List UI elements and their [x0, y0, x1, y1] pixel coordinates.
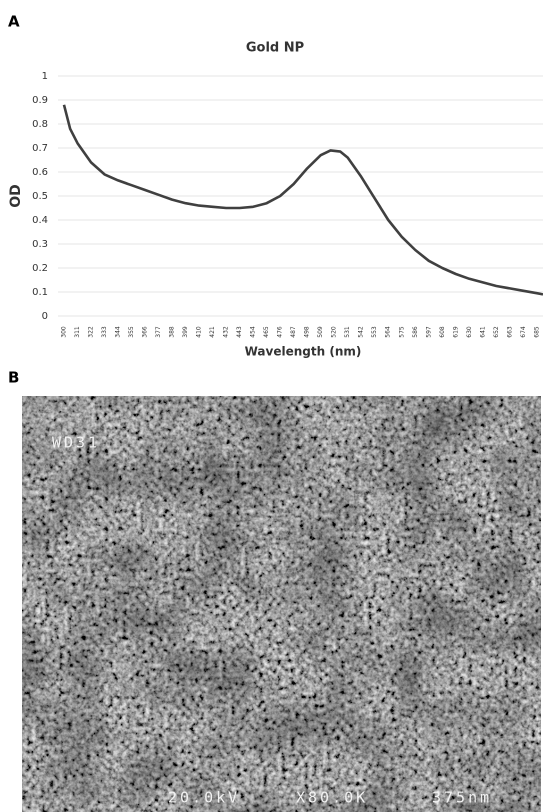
micrograph-label: WD31 — [52, 434, 100, 452]
x-tick-label: 564 — [385, 326, 392, 338]
x-tick-label: 520 — [331, 326, 338, 338]
x-tick-label: 608 — [439, 326, 446, 338]
micrograph-shading — [22, 396, 541, 812]
y-tick-label: 1 — [42, 71, 48, 82]
y-tick-label: 0.4 — [32, 215, 48, 226]
x-tick-label: 454 — [250, 326, 257, 338]
x-tick-label: 685 — [533, 326, 540, 338]
x-tick-label: 476 — [277, 326, 284, 338]
x-tick-label: 311 — [74, 326, 81, 338]
x-tick-label: 498 — [304, 326, 311, 338]
x-tick-label: 597 — [425, 326, 432, 338]
micrograph-scale: 375nm — [432, 789, 492, 807]
x-tick-label: 366 — [142, 326, 149, 338]
x-tick-label: 619 — [452, 326, 459, 338]
micrograph: WD31 20.0kV X80.0K 375nm — [22, 396, 541, 812]
x-tick-label: 553 — [371, 326, 378, 338]
x-tick-label: 630 — [466, 326, 473, 338]
y-tick-label: 0.8 — [32, 119, 48, 130]
chart-title: Gold NP — [246, 41, 304, 56]
y-tick-label: 0.5 — [32, 191, 48, 202]
x-tick-label: 509 — [317, 326, 324, 338]
x-tick-label: 542 — [358, 326, 365, 338]
y-tick-label: 0.3 — [32, 239, 48, 250]
x-tick-label: 443 — [236, 326, 243, 338]
x-tick-label: 465 — [263, 326, 270, 338]
x-tick-label: 586 — [412, 326, 419, 338]
x-tick-label: 652 — [493, 326, 500, 338]
micrograph-magnification: X80.0K — [296, 789, 368, 807]
x-tick-label: 333 — [101, 326, 108, 338]
y-tick-label: 0.6 — [32, 167, 48, 178]
data-line — [62, 104, 543, 296]
panel-label: B — [8, 369, 19, 387]
x-tick-label: 355 — [128, 326, 135, 338]
x-tick-label: 388 — [169, 326, 176, 338]
micrograph-voltage: 20.0kV — [168, 789, 240, 807]
x-tick-label: 663 — [506, 326, 513, 338]
panel-label: A — [8, 13, 20, 31]
x-tick-label: 421 — [209, 326, 216, 338]
x-tick-label: 322 — [88, 326, 95, 338]
y-tick-label: 0.1 — [32, 287, 48, 298]
y-tick-label: 0 — [42, 311, 48, 322]
y-tick-label: 0.9 — [32, 95, 48, 106]
x-axis-label: Wavelength (nm) — [245, 345, 362, 359]
y-tick-label: 0.2 — [32, 263, 48, 274]
x-tick-label: 410 — [196, 326, 203, 338]
x-tick-label: 300 — [61, 326, 68, 338]
y-tick-label: 0.7 — [32, 143, 48, 154]
x-tick-label: 377 — [155, 326, 162, 338]
x-tick-label: 531 — [344, 326, 351, 338]
x-tick-label: 487 — [290, 326, 297, 338]
x-tick-label: 344 — [115, 326, 122, 338]
x-tick-label: 432 — [223, 326, 230, 338]
x-tick-label: 674 — [520, 326, 527, 338]
x-tick-label: 575 — [398, 326, 405, 338]
x-tick-label: 399 — [182, 326, 189, 338]
x-tick-label: 641 — [479, 326, 486, 338]
y-axis-label: OD — [8, 184, 24, 208]
